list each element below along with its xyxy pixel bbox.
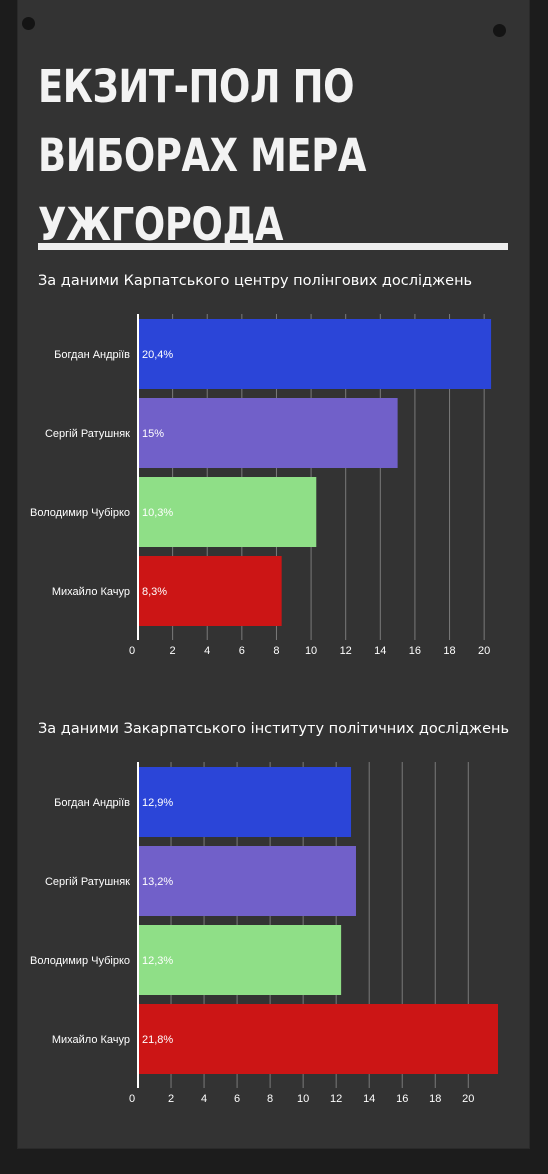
pin-hole-decoration bbox=[22, 17, 35, 30]
data-label: 21,8% bbox=[142, 1034, 173, 1046]
x-tick-label: 12 bbox=[340, 645, 352, 657]
category-label: Володимир Чубірко bbox=[30, 955, 130, 967]
title-underline bbox=[38, 243, 508, 250]
x-tick-label: 0 bbox=[129, 645, 135, 657]
x-tick-label: 0 bbox=[129, 1093, 135, 1105]
x-tick-label: 2 bbox=[168, 1093, 174, 1105]
title-line: ЕКЗИТ-ПОЛ ПО bbox=[38, 60, 355, 113]
data-label: 20,4% bbox=[142, 349, 173, 361]
category-label: Михайло Качур bbox=[52, 1034, 130, 1046]
title-line: УЖГОРОДА bbox=[38, 198, 284, 251]
x-tick-label: 16 bbox=[409, 645, 421, 657]
x-tick-label: 4 bbox=[201, 1093, 207, 1105]
bar-2 bbox=[138, 846, 356, 916]
x-tick-label: 14 bbox=[374, 645, 386, 657]
bar-4 bbox=[138, 556, 282, 626]
bar-4 bbox=[138, 1004, 498, 1074]
bar-3 bbox=[138, 925, 342, 995]
x-tick-label: 18 bbox=[429, 1093, 441, 1105]
x-tick-label: 2 bbox=[170, 645, 176, 657]
chart-title: За даними Карпатського центру полінгових… bbox=[38, 273, 473, 289]
data-label: 12,3% bbox=[142, 955, 173, 967]
data-label: 8,3% bbox=[142, 586, 167, 598]
page-title: ЕКЗИТ-ПОЛ ПО ВИБОРАХ МЕРА УЖГОРОДА bbox=[38, 52, 423, 259]
category-label: Володимир Чубірко bbox=[30, 507, 130, 519]
x-tick-label: 14 bbox=[363, 1093, 375, 1105]
x-tick-label: 8 bbox=[267, 1093, 273, 1105]
x-tick-label: 6 bbox=[239, 645, 245, 657]
category-label: Богдан Андріїв bbox=[54, 349, 130, 361]
category-label: Михайло Качур bbox=[52, 586, 130, 598]
bar-chart-karpatskyi: Богдан Андріїв 20,4% Сергій Ратушняк 15% Вол… bbox=[30, 314, 492, 657]
chart-title: За даними Закарпатського інституту політ… bbox=[38, 721, 510, 737]
x-tick-label: 10 bbox=[305, 645, 317, 657]
x-tick-label: 20 bbox=[478, 645, 490, 657]
x-tick-label: 12 bbox=[330, 1093, 342, 1105]
x-tick-label: 18 bbox=[443, 645, 455, 657]
data-label: 12,9% bbox=[142, 797, 173, 809]
data-label: 10,3% bbox=[142, 507, 173, 519]
bar-1 bbox=[138, 767, 352, 837]
category-label: Богдан Андріїв bbox=[54, 797, 130, 809]
data-label: 13,2% bbox=[142, 876, 173, 888]
category-label: Сергій Ратушняк bbox=[45, 428, 130, 440]
bar-3 bbox=[138, 477, 317, 547]
x-tick-label: 10 bbox=[297, 1093, 309, 1105]
x-tick-label: 4 bbox=[204, 645, 210, 657]
x-tick-label: 16 bbox=[396, 1093, 408, 1105]
x-tick-label: 8 bbox=[273, 645, 279, 657]
bar-2 bbox=[138, 398, 398, 468]
bar-chart-zakarpatskyi: Богдан Андріїв 12,9% Сергій Ратушняк 13,2% В… bbox=[30, 762, 498, 1105]
x-tick-label: 6 bbox=[234, 1093, 240, 1105]
category-label: Сергій Ратушняк bbox=[45, 876, 130, 888]
pin-hole-decoration bbox=[493, 24, 506, 37]
bar-1 bbox=[138, 319, 492, 389]
data-label: 15% bbox=[142, 428, 164, 440]
title-line: ВИБОРАХ МЕРА bbox=[38, 129, 367, 182]
x-tick-label: 20 bbox=[462, 1093, 474, 1105]
